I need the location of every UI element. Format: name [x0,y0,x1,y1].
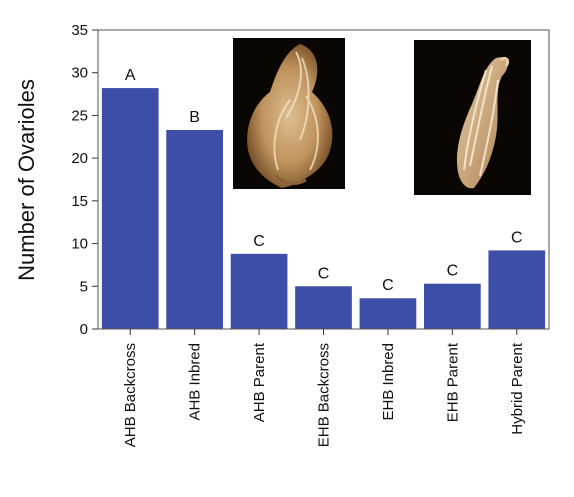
x-category-label: Hybrid Parent [509,342,526,435]
inset-ovary-photo-right [414,40,531,195]
y-tick-label: 10 [71,236,88,253]
bar [166,129,223,329]
significance-label: C [447,263,459,280]
photo-insets [233,38,531,195]
significance-labels: A B C C C C C [125,67,523,294]
y-tick-label: 0 [80,321,88,338]
y-axis: 0 5 10 15 20 25 30 35 [71,22,98,338]
bar [424,283,481,329]
y-tick-label: 30 [71,65,88,82]
significance-label: B [189,109,200,126]
bar [230,253,288,329]
bar [295,286,352,329]
plot-frame [97,29,550,330]
significance-label: A [125,67,136,84]
y-tick-label: 35 [71,22,88,39]
bars [101,88,546,329]
bar [101,88,159,329]
ovary-photo-icon [456,56,510,189]
y-axis-title: Number of Ovarioles [14,79,39,281]
y-tick-label: 5 [80,278,88,295]
ovary-photo-icon [247,44,333,188]
significance-label: C [511,229,523,246]
x-category-label: AHB Parent [251,342,268,422]
bar [359,298,417,329]
significance-label: C [253,233,265,250]
y-tick-label: 15 [71,193,88,210]
x-category-label: EHB Inbred [380,343,397,421]
x-category-label: EHB Backcross [316,343,333,447]
y-tick-label: 20 [71,150,88,167]
x-category-label: AHB Backcross [122,343,139,447]
significance-label: C [382,277,394,294]
x-category-label: EHB Parent [444,342,461,422]
x-axis: AHB Backcross AHB Inbred AHB Parent EHB Bac… [122,329,526,447]
bar [488,250,546,329]
significance-label: C [318,265,330,282]
inset-ovary-photo-left [233,38,345,189]
y-tick-label: 25 [71,107,88,124]
x-category-label: AHB Inbred [187,343,204,421]
